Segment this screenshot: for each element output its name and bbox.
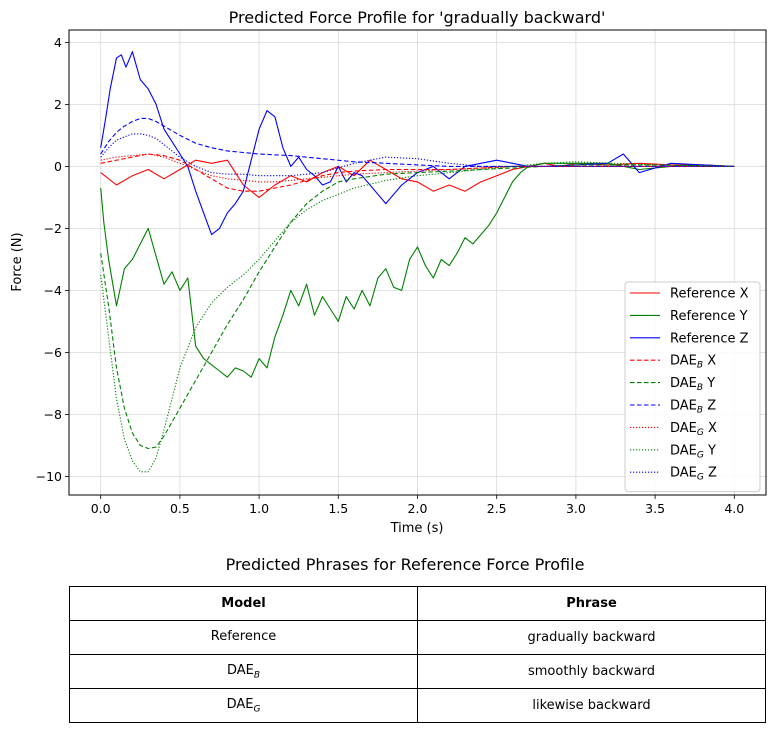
phrase-cell: smoothly backward [417, 654, 766, 689]
y-tick-label: −10 [36, 469, 62, 484]
x-tick-label: 0.5 [170, 501, 190, 516]
y-tick-label: 0 [54, 159, 62, 174]
x-tick-label: 2.0 [408, 501, 428, 516]
series-lines [100, 51, 735, 473]
legend: Reference X Reference Y Reference Z DAEB X D… [624, 281, 761, 493]
series-line-dae-g-y [100, 161, 735, 473]
model-cell: DAEB [69, 654, 418, 689]
phrase-cell: likewise backward [417, 688, 766, 723]
table-title: Predicted Phrases for Reference Force Pr… [225, 555, 585, 574]
x-tick-label: 4.0 [724, 501, 744, 516]
model-cell: Reference [69, 620, 418, 655]
legend-entry: DAEG Z [670, 466, 717, 483]
y-axis: −10 −8 −6 −4 −2 0 2 4 [36, 35, 69, 484]
legend-entry: DAEB X [670, 354, 716, 371]
x-tick-label: 2.5 [487, 501, 507, 516]
table-row: DAEG likewise backward [69, 688, 766, 723]
series-line-dae-b-x [100, 153, 735, 192]
table-row: Reference gradually backward [69, 620, 766, 655]
model-cell: DAEG [69, 688, 418, 723]
phrase-cell: gradually backward [417, 620, 766, 655]
series-line-reference-z [100, 51, 735, 236]
legend-entry: DAEG X [670, 421, 717, 438]
phrase-table: Model Phrase Reference gradually backwar… [69, 586, 766, 723]
x-axis-label: Time (s) [390, 521, 444, 536]
header-phrase: Phrase [417, 586, 766, 621]
x-tick-label: 1.5 [328, 501, 348, 516]
x-tick-label: 3.5 [645, 501, 665, 516]
table-row: DAEB smoothly backward [69, 654, 766, 689]
legend-entry: Reference X [670, 287, 749, 302]
x-tick-label: 1.0 [249, 501, 269, 516]
y-tick-label: 4 [54, 35, 62, 50]
series-line-dae-b-z [100, 117, 735, 167]
series-line-reference-y [100, 162, 735, 378]
y-tick-label: −2 [44, 221, 62, 236]
y-tick-label: 2 [54, 97, 62, 112]
legend-box [624, 281, 761, 493]
y-tick-label: −6 [44, 345, 62, 360]
table-header-row: Model Phrase [69, 586, 766, 621]
y-tick-label: −4 [44, 283, 62, 298]
legend-entry: DAEB Y [670, 376, 715, 393]
force-profile-chart: 0.0 0.5 1.0 1.5 2.0 2.5 3.0 3.5 4.0 −10 −8 −6 −4 −2 0… [10, 8, 767, 536]
legend-entry: Reference Z [670, 331, 749, 346]
x-tick-label: 3.0 [566, 501, 586, 516]
legend-entry: DAEB Z [670, 399, 716, 416]
x-tick-label: 0.0 [91, 501, 111, 516]
series-line-dae-g-z [100, 133, 735, 177]
legend-entry: DAEG Y [670, 443, 716, 460]
y-axis-label: Force (N) [10, 232, 25, 291]
legend-entry: Reference Y [670, 309, 748, 324]
header-model: Model [69, 586, 418, 621]
x-axis: 0.0 0.5 1.0 1.5 2.0 2.5 3.0 3.5 4.0 [91, 495, 744, 516]
chart-title: Predicted Force Profile for 'gradually b… [229, 8, 606, 27]
y-tick-label: −8 [44, 407, 62, 422]
